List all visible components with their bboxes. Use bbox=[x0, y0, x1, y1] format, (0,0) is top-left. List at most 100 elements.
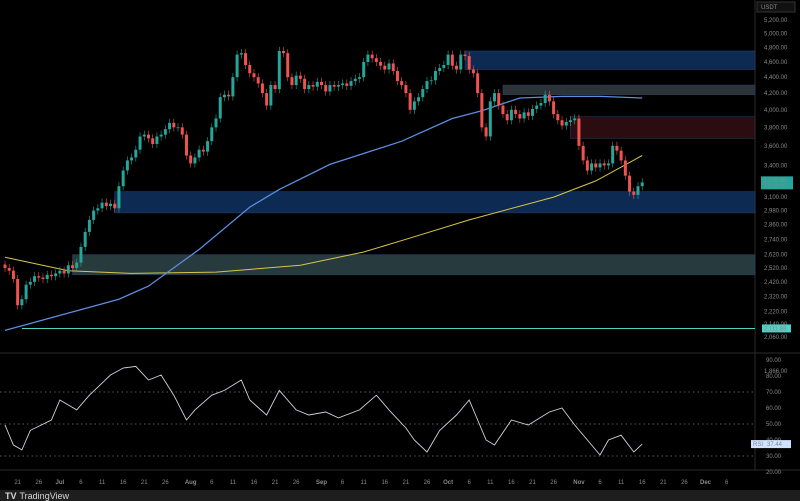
candle[interactable] bbox=[260, 83, 264, 94]
candle[interactable] bbox=[159, 134, 163, 137]
candle[interactable] bbox=[75, 262, 79, 268]
candle[interactable] bbox=[298, 75, 302, 79]
candle[interactable] bbox=[269, 85, 273, 106]
candle[interactable] bbox=[282, 50, 286, 54]
candle[interactable] bbox=[20, 299, 24, 306]
candle[interactable] bbox=[636, 186, 640, 195]
price-chart[interactable]: USDT 5,200.00 5,000.00 4,800.00 4,600.00 4,40… bbox=[0, 0, 800, 490]
candle[interactable] bbox=[611, 145, 615, 164]
candle[interactable] bbox=[172, 122, 176, 128]
candle[interactable] bbox=[400, 81, 404, 86]
candle[interactable] bbox=[552, 101, 556, 115]
candle[interactable] bbox=[602, 163, 606, 166]
candle[interactable] bbox=[176, 127, 180, 129]
chart-container[interactable]: USDT 5,200.00 5,000.00 4,800.00 4,600.00 4,40… bbox=[0, 0, 800, 490]
price-axis[interactable] bbox=[755, 0, 800, 490]
candle[interactable] bbox=[590, 163, 594, 171]
candle[interactable] bbox=[332, 85, 336, 87]
candle[interactable] bbox=[488, 101, 492, 137]
candle[interactable] bbox=[421, 89, 425, 98]
candle[interactable] bbox=[235, 54, 239, 78]
candle[interactable] bbox=[265, 93, 269, 106]
candle[interactable] bbox=[37, 276, 41, 278]
candle[interactable] bbox=[518, 114, 522, 119]
candle[interactable] bbox=[218, 97, 222, 119]
candle[interactable] bbox=[210, 127, 214, 142]
candle[interactable] bbox=[598, 163, 602, 168]
candle[interactable] bbox=[290, 77, 294, 86]
candle[interactable] bbox=[197, 149, 201, 158]
candle[interactable] bbox=[113, 203, 117, 209]
candle[interactable] bbox=[391, 63, 395, 72]
candle[interactable] bbox=[429, 80, 433, 82]
candle[interactable] bbox=[467, 56, 471, 70]
candle[interactable] bbox=[632, 191, 636, 195]
candle[interactable] bbox=[357, 77, 361, 79]
candle[interactable] bbox=[585, 160, 589, 171]
candle[interactable] bbox=[252, 73, 256, 78]
candle[interactable] bbox=[155, 136, 159, 144]
candle[interactable] bbox=[531, 108, 534, 116]
candle[interactable] bbox=[387, 63, 391, 70]
candle[interactable] bbox=[484, 127, 488, 137]
candle[interactable] bbox=[184, 134, 188, 156]
candle[interactable] bbox=[134, 149, 138, 158]
candle[interactable] bbox=[455, 65, 459, 70]
candle[interactable] bbox=[214, 118, 218, 128]
candle[interactable] bbox=[96, 208, 100, 211]
candle[interactable] bbox=[227, 94, 231, 97]
candle[interactable] bbox=[493, 93, 497, 102]
candle[interactable] bbox=[201, 149, 205, 152]
candle[interactable] bbox=[412, 101, 416, 110]
candle[interactable] bbox=[560, 120, 564, 126]
currency-badge[interactable] bbox=[756, 1, 796, 13]
candle[interactable] bbox=[433, 71, 437, 81]
candle[interactable] bbox=[438, 67, 442, 72]
candle[interactable] bbox=[353, 78, 357, 82]
candle[interactable] bbox=[471, 69, 475, 74]
candle[interactable] bbox=[303, 78, 307, 90]
candle[interactable] bbox=[138, 136, 142, 150]
tradingview-logo[interactable]: TV TradingView bbox=[5, 491, 69, 501]
candle[interactable] bbox=[151, 138, 155, 144]
candle[interactable] bbox=[341, 83, 345, 86]
candle[interactable] bbox=[619, 150, 623, 161]
candle[interactable] bbox=[45, 274, 49, 280]
candle[interactable] bbox=[408, 93, 412, 110]
candle[interactable] bbox=[206, 141, 210, 152]
candle[interactable] bbox=[66, 265, 70, 274]
candle[interactable] bbox=[193, 157, 197, 164]
candle[interactable] bbox=[311, 85, 315, 87]
candle[interactable] bbox=[514, 109, 518, 115]
candle[interactable] bbox=[58, 270, 62, 274]
candle[interactable] bbox=[463, 54, 467, 57]
candle[interactable] bbox=[640, 182, 644, 187]
candle[interactable] bbox=[556, 114, 560, 121]
candle[interactable] bbox=[16, 279, 20, 306]
candle[interactable] bbox=[244, 53, 248, 65]
candle[interactable] bbox=[336, 85, 340, 87]
candle[interactable] bbox=[248, 64, 252, 74]
candle[interactable] bbox=[71, 265, 75, 268]
candle[interactable] bbox=[404, 85, 408, 94]
candle[interactable] bbox=[189, 155, 193, 164]
candle[interactable] bbox=[92, 210, 96, 220]
candle[interactable] bbox=[623, 160, 627, 176]
candle[interactable] bbox=[606, 163, 610, 166]
candle[interactable] bbox=[104, 202, 108, 207]
candle[interactable] bbox=[573, 118, 577, 121]
candle[interactable] bbox=[535, 105, 539, 109]
candle[interactable] bbox=[366, 54, 370, 62]
candle[interactable] bbox=[49, 274, 53, 277]
candle[interactable] bbox=[24, 284, 28, 300]
candle[interactable] bbox=[395, 71, 399, 82]
candle[interactable] bbox=[83, 231, 87, 247]
candle[interactable] bbox=[320, 81, 323, 86]
candle[interactable] bbox=[370, 54, 374, 59]
candle[interactable] bbox=[117, 186, 121, 209]
candle[interactable] bbox=[121, 170, 125, 187]
candle[interactable] bbox=[505, 114, 509, 121]
candle[interactable] bbox=[379, 61, 383, 66]
candle[interactable] bbox=[568, 120, 572, 123]
candle[interactable] bbox=[11, 270, 15, 280]
